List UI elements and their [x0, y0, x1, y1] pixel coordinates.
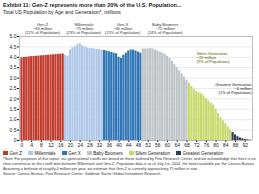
html-text:Silent Generation: Silent Generation	[135, 150, 171, 156]
svg-text:Silent Generation~29 million(9: Silent Generation~29 million(9% of Popul…	[197, 51, 231, 64]
html-text:Total US Population by Age and: Total US Population by Age and Generatio…	[3, 8, 121, 15]
svg-text:Baby Boomers~75 million(24% of: Baby Boomers~75 million(24% of Populatio…	[148, 21, 184, 34]
html-text:Source: Census Bureau, Pew Res: Source: Census Bureau, Pew Research Cent…	[3, 171, 162, 176]
svg-text:48: 48	[136, 142, 142, 148]
svg-text:20: 20	[68, 142, 74, 148]
svg-text:24: 24	[77, 142, 83, 148]
svg-text:44: 44	[126, 142, 132, 148]
svg-text:88: 88	[233, 142, 239, 148]
svg-text:3.5: 3.5	[10, 64, 17, 70]
html-text:Gen Z: Gen Z	[9, 150, 22, 156]
html-text:Baby Boomers: Baby Boomers	[93, 150, 123, 156]
svg-text:5.0: 5.0	[10, 33, 17, 39]
svg-text:68: 68	[184, 142, 190, 148]
svg-text:Millennials~75 million(23% of: Millennials~75 million(23% of Population…	[66, 21, 102, 34]
svg-text:4.0: 4.0	[10, 53, 17, 59]
svg-text:36: 36	[107, 142, 113, 148]
html-text:*Note: For purposes of this re: *Note: For purposes of this report, our …	[3, 157, 256, 171]
svg-text:1.0: 1.0	[10, 116, 17, 122]
svg-text:Gen-X~66 million(21% of Popula: Gen-X~66 million(21% of Population)	[105, 21, 141, 34]
svg-text:16: 16	[58, 142, 64, 148]
svg-text:60: 60	[165, 142, 171, 148]
svg-text:80: 80	[213, 142, 219, 148]
svg-text:3.0: 3.0	[10, 74, 17, 80]
svg-text:Greatest Generation~4 million(: Greatest Generation~4 million(1% of Popu…	[215, 82, 252, 95]
svg-text:0: 0	[21, 142, 24, 148]
svg-text:12: 12	[48, 142, 54, 148]
svg-text:0: 0	[14, 137, 17, 143]
svg-text:64: 64	[174, 142, 180, 148]
svg-text:84: 84	[223, 142, 229, 148]
svg-text:4.5: 4.5	[10, 43, 17, 49]
html-text:Exhibit 11: Gen-Z represents m: Exhibit 11: Gen-Z represents more than 2…	[3, 2, 182, 8]
svg-text:4: 4	[30, 142, 33, 148]
svg-text:92: 92	[242, 142, 248, 148]
svg-text:0.5: 0.5	[10, 126, 17, 132]
svg-text:32: 32	[97, 142, 103, 148]
svg-text:40: 40	[116, 142, 122, 148]
svg-text:72: 72	[194, 142, 200, 148]
svg-text:2.5: 2.5	[10, 85, 17, 91]
svg-text:28: 28	[87, 142, 93, 148]
svg-text:1.5: 1.5	[10, 105, 17, 111]
svg-text:Gen-Z~69 million(22% of Popula: Gen-Z~69 million(22% of Population)	[25, 21, 61, 34]
svg-text:2.0: 2.0	[10, 95, 17, 101]
svg-text:52: 52	[145, 142, 151, 148]
html-text:Gen X: Gen X	[68, 150, 81, 156]
svg-text:8: 8	[40, 142, 43, 148]
html-text:Greatest Generation: Greatest Generation	[182, 150, 224, 156]
svg-text:76: 76	[204, 142, 210, 148]
svg-text:56: 56	[155, 142, 161, 148]
html-text:Millennials: Millennials	[34, 150, 56, 156]
